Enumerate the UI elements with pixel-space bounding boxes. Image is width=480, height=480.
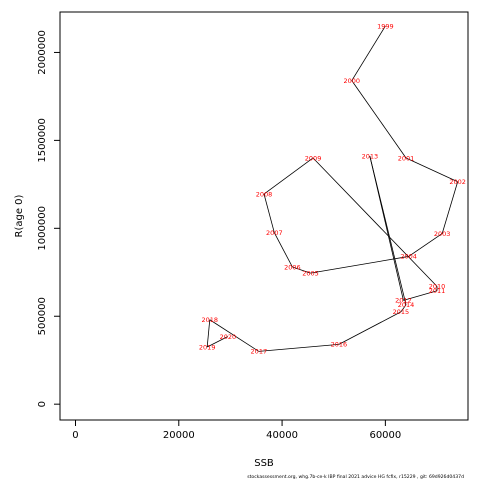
point-label: 2007 bbox=[266, 229, 283, 237]
series-segment bbox=[206, 319, 211, 348]
point-label: 2013 bbox=[362, 153, 379, 161]
series-segment bbox=[312, 157, 438, 287]
point-label: 2015 bbox=[393, 308, 410, 316]
point-label: 2016 bbox=[331, 341, 348, 349]
point-label: 2020 bbox=[220, 333, 237, 341]
point-label: 2012 bbox=[395, 297, 412, 305]
series-segment bbox=[207, 336, 229, 348]
y-axis: 0 500000 1000000 1500000 2000000 bbox=[37, 30, 61, 407]
series-segment bbox=[408, 233, 443, 257]
series-segment bbox=[441, 181, 459, 234]
plot-frame bbox=[59, 11, 469, 421]
point-label: 2000 bbox=[344, 77, 361, 85]
point-label: 2017 bbox=[251, 348, 268, 356]
point-label: 2010 bbox=[429, 283, 446, 291]
y-tick-label: 1500000 bbox=[37, 118, 48, 163]
series-segment bbox=[369, 156, 407, 305]
series-segment bbox=[263, 157, 314, 195]
point-label: 2005 bbox=[302, 269, 319, 277]
series-segment bbox=[351, 25, 386, 81]
point-label: 2018 bbox=[201, 316, 218, 324]
point-label: 2009 bbox=[305, 154, 322, 162]
series-segment bbox=[400, 304, 407, 313]
point-label: 2004 bbox=[400, 253, 417, 261]
point-label: 1999 bbox=[377, 22, 394, 30]
series-segment bbox=[405, 157, 458, 183]
y-tick-label: 2000000 bbox=[37, 30, 48, 75]
series-segment bbox=[209, 319, 260, 352]
y-tick-label: 500000 bbox=[37, 297, 48, 335]
point-label: 2006 bbox=[284, 263, 301, 271]
series-segment bbox=[351, 80, 407, 159]
x-tick-label: 20000 bbox=[163, 430, 195, 441]
point-label: 2001 bbox=[398, 154, 415, 162]
point-label: 2011 bbox=[429, 287, 446, 295]
x-axis: 0 20000 40000 60000 bbox=[72, 419, 401, 441]
x-tick-label: 0 bbox=[72, 430, 78, 441]
series-segment bbox=[292, 266, 311, 274]
point-label: 2003 bbox=[434, 230, 451, 238]
y-tick-label: 1000000 bbox=[37, 206, 48, 251]
x-tick-label: 40000 bbox=[266, 430, 298, 441]
series-segment bbox=[338, 311, 402, 345]
x-tick-label: 60000 bbox=[369, 430, 401, 441]
series-segment bbox=[403, 290, 438, 301]
series-segment bbox=[258, 343, 339, 352]
point-label: 2008 bbox=[256, 190, 273, 198]
point-label: 2002 bbox=[449, 178, 466, 186]
trajectory-series bbox=[206, 25, 459, 352]
footnote: stockassessment.org, whg.7b-ce-k IBP fin… bbox=[247, 474, 464, 480]
x-axis-title: SSB bbox=[254, 458, 274, 469]
series-segment bbox=[273, 232, 293, 268]
y-tick-label: 0 bbox=[37, 401, 48, 407]
point-label: 2014 bbox=[398, 301, 415, 309]
series-segment bbox=[310, 256, 409, 274]
series-segment bbox=[263, 193, 275, 233]
y-axis-title: R(age 0) bbox=[14, 194, 25, 237]
point-label: 2019 bbox=[199, 343, 216, 351]
